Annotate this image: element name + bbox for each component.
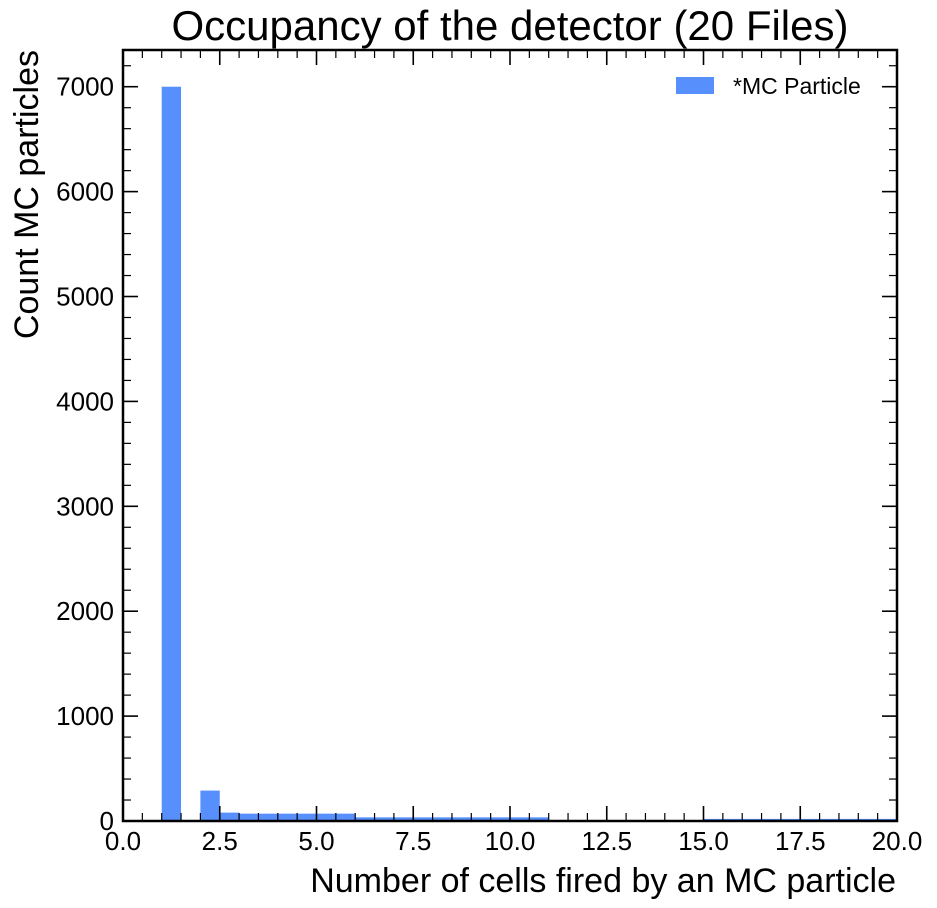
legend-swatch	[676, 77, 714, 94]
bars-group	[161, 86, 897, 821]
plot-frame	[121, 48, 899, 823]
y-tick-label: 5000	[56, 282, 114, 312]
x-tick-label: 10.0	[485, 826, 536, 856]
x-tick-label: 20.0	[872, 826, 923, 856]
histogram-bar	[219, 812, 240, 821]
y-tick-label: 0	[100, 806, 114, 836]
histogram-bar	[200, 790, 220, 821]
legend: *MC Particle	[676, 73, 861, 99]
x-tick-label: 0.0	[105, 826, 141, 856]
histogram-bar	[432, 817, 452, 821]
y-tick-label: 3000	[56, 491, 114, 521]
x-tick-label: 5.0	[298, 826, 334, 856]
y-axis-label: Count MC particles	[8, 50, 46, 339]
histogram-bar	[510, 817, 530, 821]
histogram-bar	[335, 813, 356, 821]
y-tick-label: 4000	[56, 386, 114, 416]
histogram-bar	[161, 86, 182, 821]
y-tick-label: 7000	[56, 72, 114, 102]
y-tick-label: 2000	[56, 596, 114, 626]
ticks-group: 0.0 2.5 5.0 7.5 10.0 12.5 15.0 17.5 20.0 0 1000 200…	[56, 50, 922, 856]
x-tick-label: 12.5	[581, 826, 632, 856]
histogram-bar	[393, 817, 414, 821]
histogram-bar	[258, 813, 278, 821]
legend-label: *MC Particle	[733, 73, 861, 99]
y-tick-label: 1000	[56, 701, 114, 731]
histogram-bar	[490, 817, 510, 821]
histogram-bar	[316, 813, 336, 821]
chart-title: Occupancy of the detector (20 Files)	[172, 2, 849, 49]
histogram-bar	[374, 817, 394, 821]
x-axis-label: Number of cells fired by an MC particle	[310, 862, 896, 900]
histogram-bar	[529, 817, 549, 821]
histogram-bar	[413, 817, 433, 821]
x-tick-label: 15.0	[678, 826, 729, 856]
histogram-bar	[239, 813, 259, 821]
x-tick-label: 17.5	[775, 826, 826, 856]
x-tick-label: 2.5	[202, 826, 238, 856]
histogram-bar	[451, 817, 472, 821]
y-tick-label: 6000	[56, 177, 114, 207]
histogram-bar	[355, 817, 375, 821]
x-tick-label: 7.5	[395, 826, 431, 856]
histogram-bar	[277, 813, 298, 821]
histogram-bar	[471, 817, 491, 821]
histogram-bar	[297, 813, 317, 821]
